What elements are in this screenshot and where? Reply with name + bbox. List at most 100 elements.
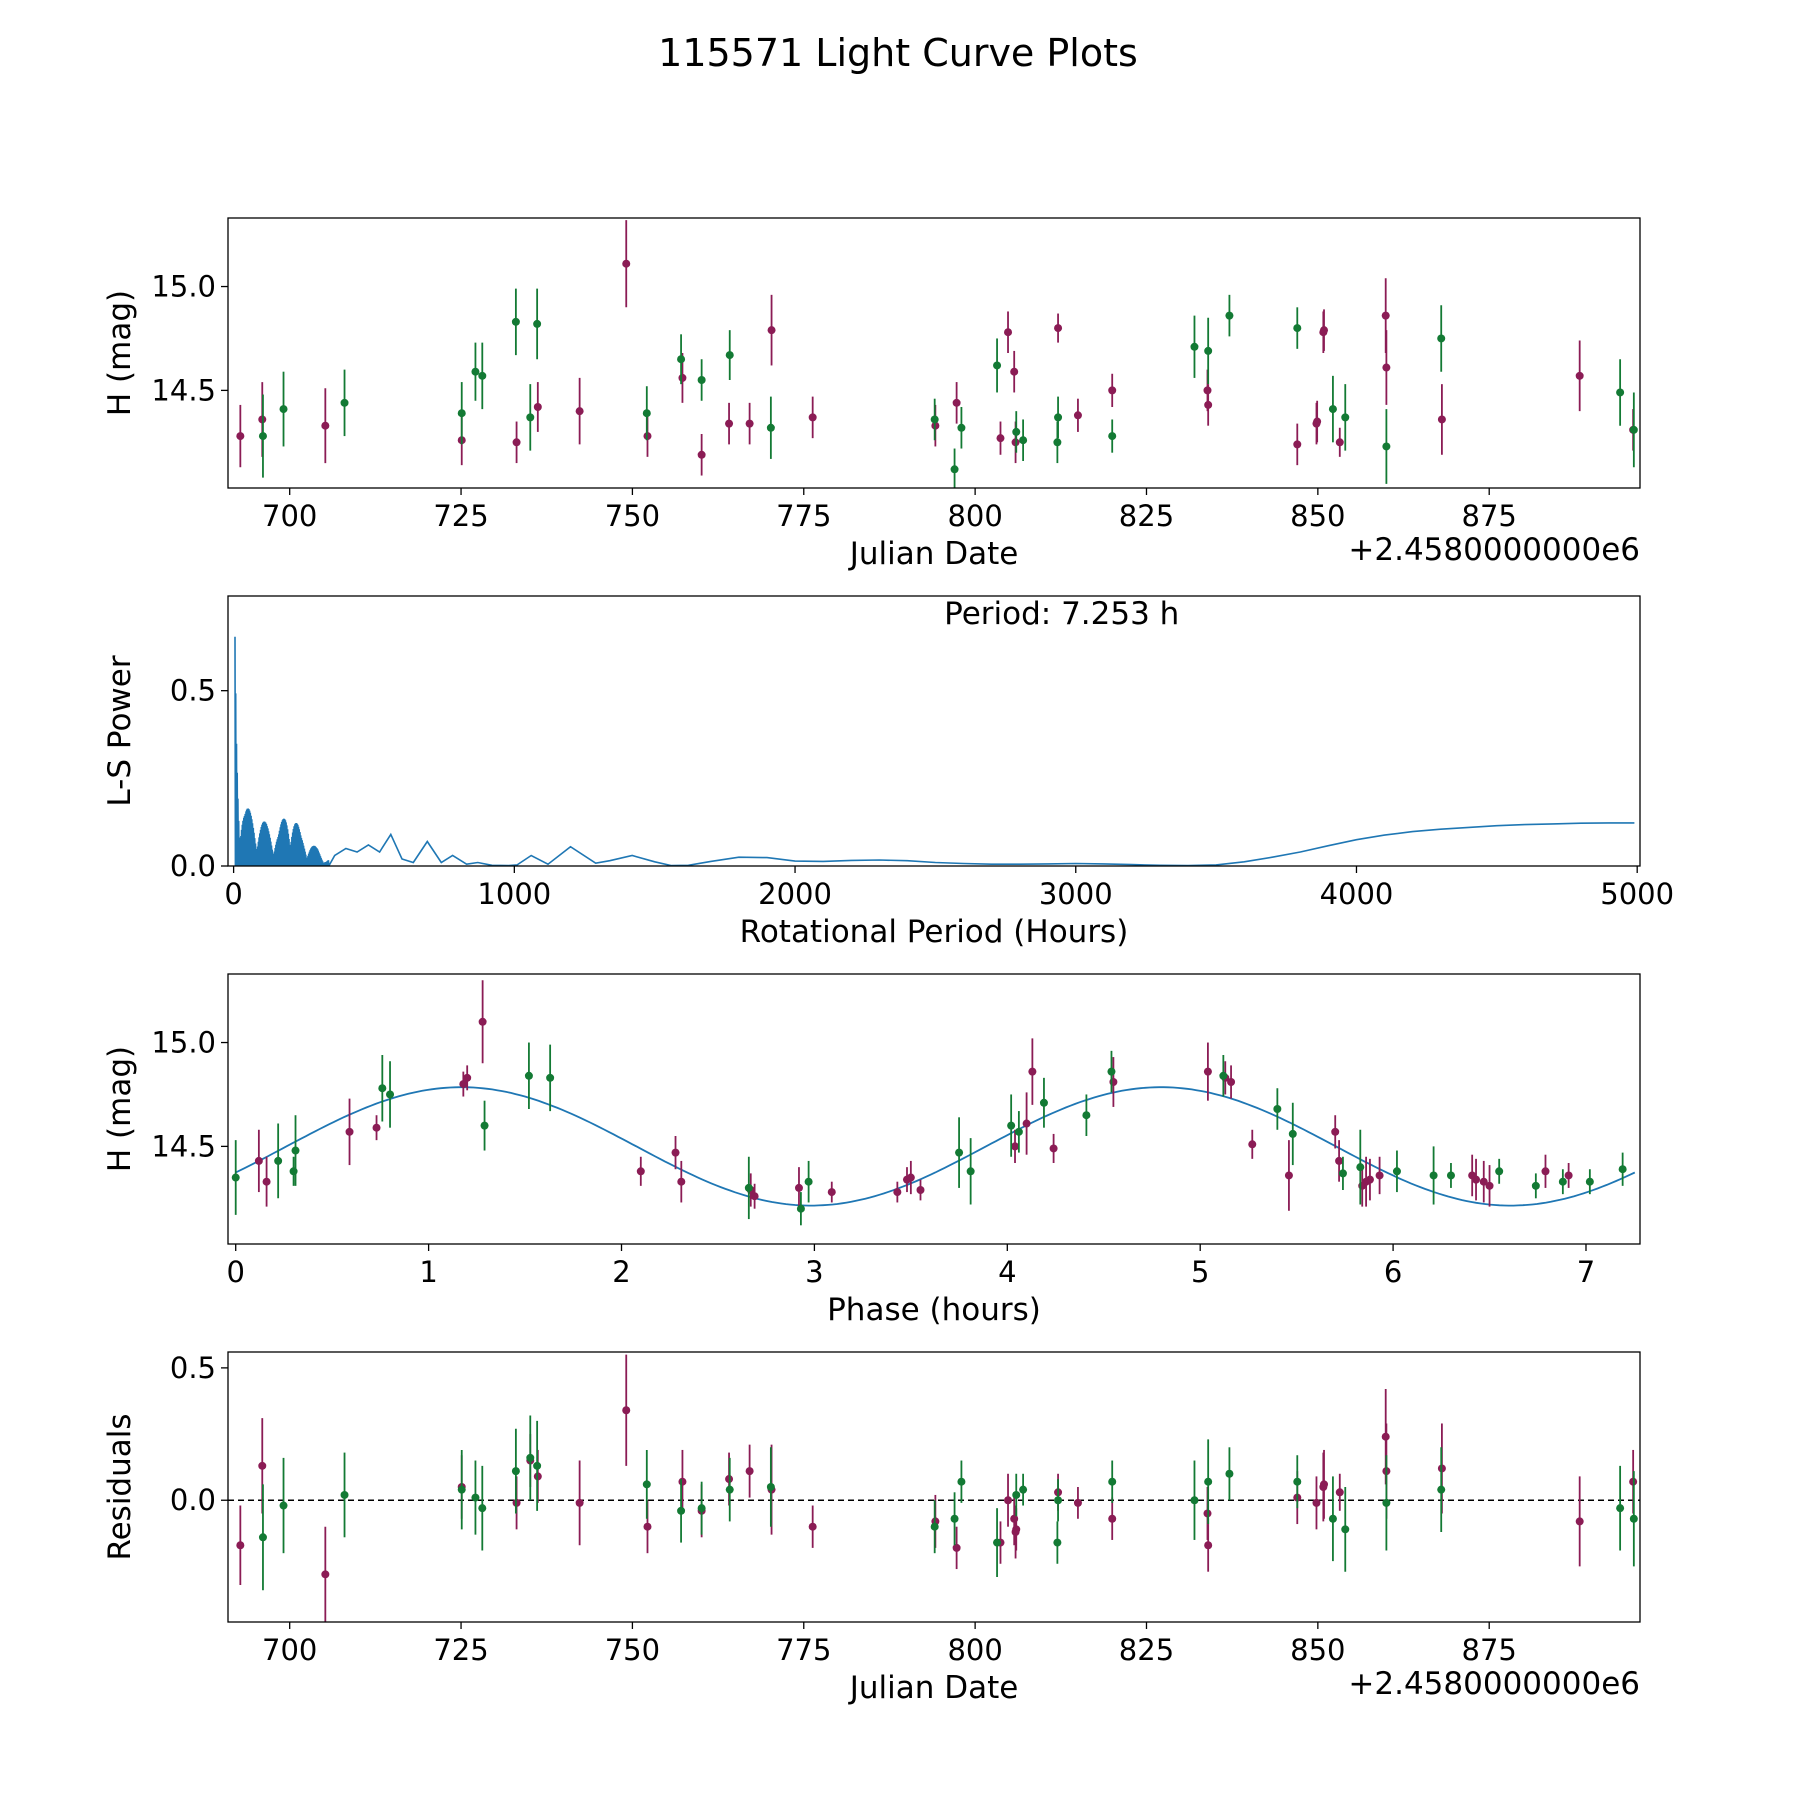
point-marker [1541,1167,1550,1176]
data-point [952,382,961,424]
data-point [1190,315,1199,378]
data-point [804,1160,813,1203]
data-point [1053,421,1062,464]
x-offset-label: +2.4580000000e6 [1348,1666,1640,1702]
point-marker [1248,1140,1257,1149]
point-marker [1004,328,1013,337]
data-point [1616,359,1625,426]
data-point [1320,1449,1329,1519]
x-tick-label: 3 [805,1255,823,1289]
x-tick-label: 825 [1119,499,1174,533]
data-point [1293,1455,1302,1509]
point-marker [258,1533,267,1542]
data-point [1495,1158,1504,1184]
data-point [262,1156,271,1207]
point-marker [745,1467,754,1476]
data-point [955,1117,964,1188]
x-tick-label: 825 [1119,1633,1174,1667]
data-point [1248,1129,1257,1159]
data-point [1585,1169,1594,1195]
point-marker [1429,1171,1438,1180]
period-annotation: Period: 7.253 h [944,596,1179,632]
data-point [1014,1111,1023,1153]
data-point [1082,1094,1091,1136]
point-marker [677,1177,686,1186]
point-marker [1341,413,1350,422]
point-marker [1293,324,1302,333]
point-marker [1054,1496,1063,1505]
data-point [966,1138,975,1205]
point-marker [478,1504,487,1513]
point-marker [957,1477,966,1486]
data-point [459,1071,468,1097]
x-tick-label: 0 [226,1255,244,1289]
data-point [575,1460,584,1546]
point-marker [952,398,961,407]
phasefold-series [254,980,1573,1211]
data-point [808,1505,817,1548]
data-point [258,1484,267,1591]
point-marker [533,403,542,411]
point-marker [1437,1485,1446,1494]
point-marker [1437,415,1446,424]
point-marker [827,1188,836,1197]
data-point [1472,1158,1481,1201]
point-marker [1485,1181,1494,1190]
point-marker [1012,1525,1021,1534]
point-marker [1204,1541,1213,1550]
data-point [1328,375,1337,443]
point-marker [1107,1067,1116,1076]
point-marker [636,1167,645,1176]
data-point [1429,1146,1438,1205]
data-point [750,1183,759,1209]
x-axis-label: Rotational Period (Hours) [740,914,1129,950]
data-point [957,407,966,449]
data-point [463,1065,472,1091]
data-point [1328,1476,1337,1562]
point-marker [697,376,706,384]
y-axis-label: H (mag) [102,1046,138,1172]
point-marker [1446,1171,1455,1180]
periodogram-panel: 0 1000 2000 3000 4000 5000 0.0 0.5 Rotational Pe… [102,595,1674,950]
data-point [725,402,734,445]
point-marker [478,1017,487,1026]
data-point [1312,1476,1321,1530]
data-point [1335,1473,1344,1511]
data-point [372,1115,381,1141]
data-point [340,369,349,437]
data-point [1204,1518,1213,1572]
data-point [636,1156,645,1186]
point-marker [1108,1514,1117,1523]
data-point [526,384,535,451]
data-point [258,394,267,478]
data-point [950,1492,959,1546]
point-marker [533,1461,542,1470]
point-marker [1382,363,1391,372]
lightcurve-series [258,288,1638,488]
data-point [1531,1173,1540,1199]
x-tick-label: 4000 [1320,877,1394,911]
point-marker [671,1148,680,1157]
data-point [274,1123,283,1199]
data-point [511,1428,520,1514]
data-point [279,1457,288,1554]
data-point [957,1460,966,1503]
data-point [1108,373,1117,407]
point-marker [1219,1071,1228,1080]
data-point [1011,1129,1020,1163]
data-point [1007,1094,1016,1157]
point-marker [906,1173,915,1182]
data-point [254,1129,263,1193]
figure-title: 115571 Light Curve Plots [658,31,1138,75]
point-marker [511,317,520,326]
point-marker [1284,1171,1293,1180]
point-marker [478,371,487,380]
data-point [1616,1465,1625,1551]
x-offset-label: +2.4580000000e6 [1348,532,1640,568]
data-point [808,396,817,439]
data-point [993,1508,1002,1577]
point-marker [1575,1517,1584,1526]
axes-frame [227,973,1641,1245]
data-point [1012,1473,1021,1517]
x-tick-label: 875 [1462,499,1517,533]
